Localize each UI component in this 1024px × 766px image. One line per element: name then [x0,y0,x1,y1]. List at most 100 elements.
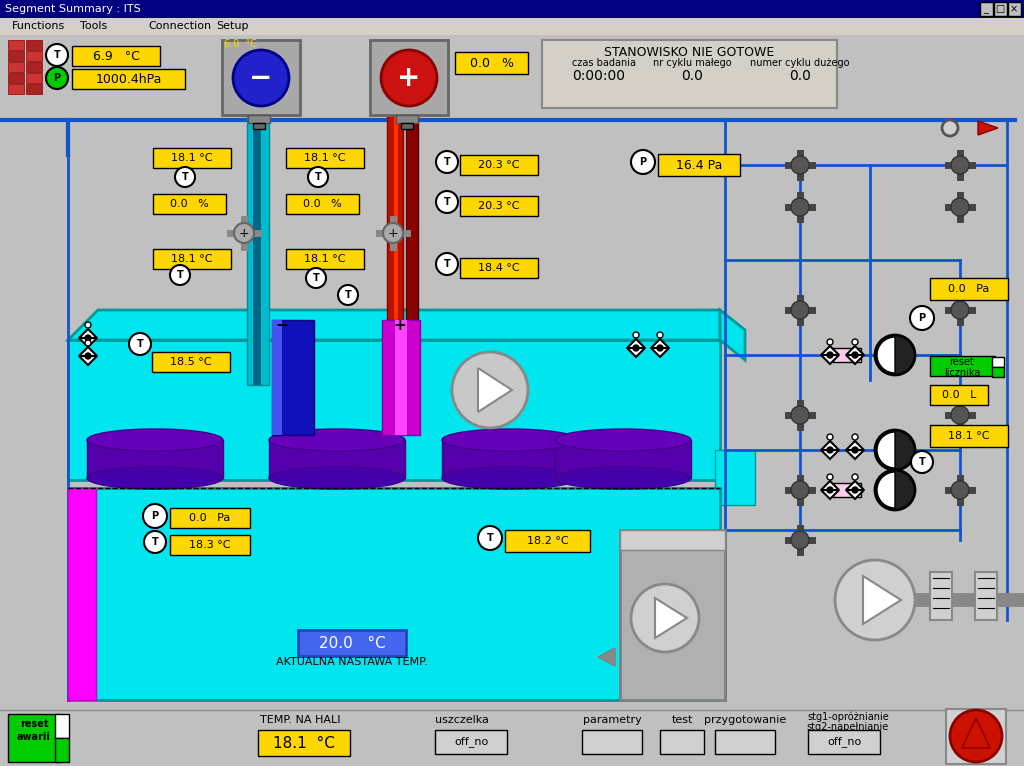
Text: +: + [397,64,421,92]
Bar [930,425,1008,447]
Text: reset: reset [949,357,975,367]
Circle shape [633,332,639,338]
Polygon shape [651,339,669,348]
Text: 18.2 °C: 18.2 °C [526,536,568,546]
Text: +: + [239,227,249,240]
Polygon shape [863,576,901,624]
Text: 18.4 °C: 18.4 °C [478,263,520,273]
Text: T: T [314,172,322,182]
Bar [152,352,230,372]
Text: P: P [639,157,646,167]
Circle shape [791,156,809,174]
Polygon shape [821,490,839,499]
Text: P: P [53,73,60,83]
Circle shape [852,447,858,453]
Circle shape [951,406,969,424]
Text: 18.1 °C: 18.1 °C [948,431,990,441]
Bar [946,709,1006,764]
Bar [387,115,403,385]
Bar [715,450,755,505]
Bar [26,51,42,61]
Circle shape [657,332,663,338]
Text: off_no: off_no [454,737,488,748]
Text: −: − [250,64,272,92]
Text: 20.3 °C: 20.3 °C [478,160,520,170]
Bar [87,440,223,478]
Circle shape [381,50,437,106]
Wedge shape [877,432,895,468]
Text: 0.0   Pa: 0.0 Pa [948,284,989,294]
Bar [994,2,1007,16]
Text: 0.0   %: 0.0 % [170,199,209,209]
Bar [286,148,364,168]
Bar [930,356,995,376]
Text: T: T [486,533,494,543]
Circle shape [852,434,858,440]
Bar [26,73,42,83]
Polygon shape [821,355,839,364]
Text: off_no: off_no [826,737,861,748]
Text: +: + [388,227,398,240]
Bar [460,196,538,216]
Circle shape [835,560,915,640]
Polygon shape [846,481,864,490]
Text: 18.1 °C: 18.1 °C [304,153,346,163]
Bar [258,730,350,756]
Bar [153,249,231,269]
Text: parametry: parametry [583,715,641,725]
Polygon shape [478,368,512,412]
Polygon shape [627,348,645,357]
Bar [395,320,407,435]
Polygon shape [846,450,864,459]
Bar [980,2,993,16]
Circle shape [827,474,833,480]
Polygon shape [846,346,864,355]
Bar [55,738,69,762]
Text: T: T [345,290,351,300]
Ellipse shape [87,467,223,489]
Text: TEMP. NA HALI: TEMP. NA HALI [260,715,340,725]
Circle shape [951,156,969,174]
Polygon shape [79,347,97,356]
Text: 0.0   %: 0.0 % [469,57,513,70]
Text: 6.0  °C: 6.0 °C [223,39,256,49]
Circle shape [852,339,858,345]
Text: _: _ [984,4,988,14]
Text: 0.0   Pa: 0.0 Pa [189,513,230,523]
Bar [222,40,300,115]
Bar [930,572,952,620]
Circle shape [46,67,68,89]
Bar [406,115,418,385]
Circle shape [852,352,858,358]
Bar [248,115,270,123]
Text: 18.1  °C: 18.1 °C [273,735,335,751]
Circle shape [308,167,328,187]
Text: 0.0: 0.0 [790,69,811,83]
Bar [0,708,1024,766]
Text: ×: × [1010,4,1018,14]
Bar [833,348,861,362]
Bar [153,194,226,214]
Bar [8,62,24,72]
Bar [298,630,406,656]
Circle shape [436,151,458,173]
Bar [460,155,538,175]
Ellipse shape [555,467,691,489]
Circle shape [175,167,195,187]
Text: −: − [275,317,289,332]
Bar [170,535,250,555]
Bar [170,508,250,528]
Circle shape [791,481,809,499]
Text: 1000.4hPa: 1000.4hPa [95,73,162,86]
Circle shape [436,191,458,213]
Bar [555,440,691,478]
Bar [272,320,282,435]
Text: czas badania: czas badania [572,58,636,68]
Text: 0.0   L: 0.0 L [942,390,976,400]
Bar [370,40,449,115]
Polygon shape [846,441,864,450]
Text: 0.0: 0.0 [681,69,702,83]
Bar [72,69,185,89]
Text: STANOWISKO NIE GOTOWE: STANOWISKO NIE GOTOWE [604,45,774,58]
Bar [808,730,880,754]
